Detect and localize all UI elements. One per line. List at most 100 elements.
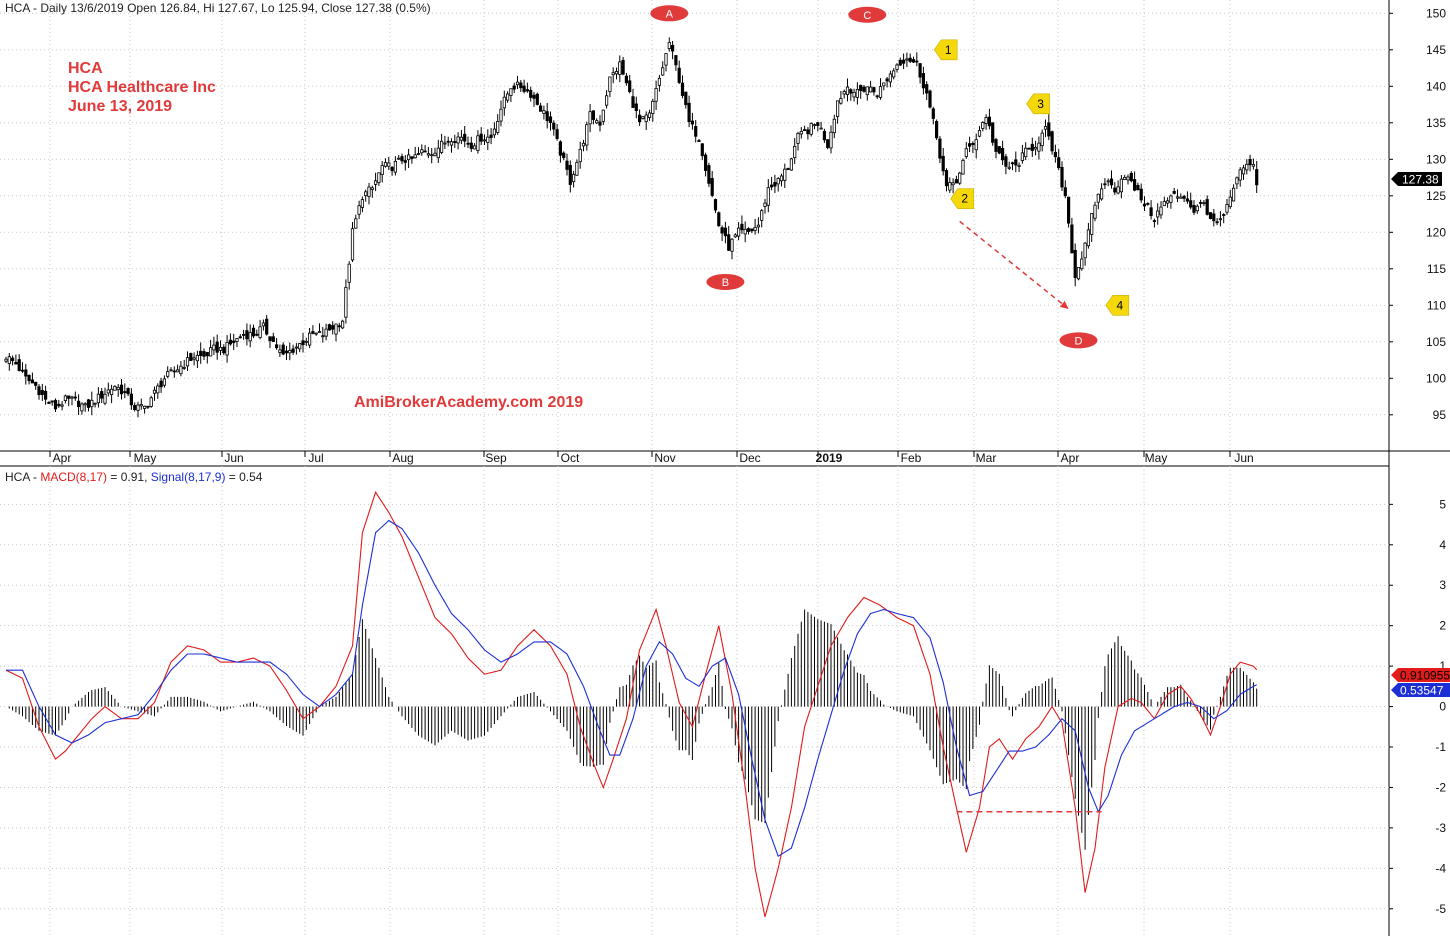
macd-axis-ticks: -5 -4 -3 -2 -1 0 1 2 3 4 5 <box>1389 497 1446 916</box>
macd-last-value: 0.910955 <box>1400 669 1450 683</box>
price-candle-body <box>621 59 625 75</box>
macd-tick-label: 0 <box>1439 700 1446 714</box>
month-tick-label: May <box>134 451 157 465</box>
price-candle-body <box>562 152 566 159</box>
price-candle-body <box>1129 172 1133 182</box>
month-tick-label: Feb <box>901 451 922 465</box>
price-candle-body <box>849 89 853 94</box>
price-candle-body <box>10 357 15 362</box>
price-candle-body <box>311 331 315 334</box>
price-candle-body <box>651 100 655 114</box>
price-candle-body <box>1106 180 1110 183</box>
price-candle-body <box>1034 146 1038 150</box>
price-candle-body <box>958 172 962 184</box>
price-candle-body <box>766 187 770 206</box>
price-candle-body <box>605 95 609 106</box>
price-candle-body <box>898 59 902 66</box>
signal-series-line <box>6 519 1257 858</box>
price-candle-body <box>1142 203 1147 207</box>
price-candle-body <box>63 395 67 401</box>
price-candle-body <box>73 396 77 399</box>
price-candle-body <box>232 340 236 344</box>
price-candle-body <box>826 139 830 148</box>
price-candle-body <box>103 393 107 404</box>
price-candle-body <box>628 80 632 93</box>
price-candle-body <box>572 173 576 183</box>
price-candle-body <box>839 98 843 104</box>
price-candle-body <box>301 340 305 346</box>
price-candle-body <box>453 141 457 143</box>
wave-count-label: 1 <box>945 43 952 57</box>
price-candle-body <box>482 139 487 142</box>
price-candle-body <box>954 179 959 184</box>
month-tick-label: Apr <box>53 451 72 465</box>
price-candle-body <box>888 73 893 83</box>
price-candle-body <box>822 131 827 141</box>
macd-value: = 0.91, <box>107 470 151 484</box>
price-candle-body <box>364 191 368 196</box>
price-candle-body <box>806 129 810 135</box>
price-candle-body <box>872 87 876 93</box>
price-candle-body <box>37 386 41 396</box>
price-candle-body <box>529 90 533 98</box>
price-candle-body <box>505 93 510 101</box>
price-candle-body <box>779 175 784 182</box>
price-candle-body <box>727 234 731 251</box>
price-candle-body <box>522 85 526 92</box>
price-candle-body <box>1119 178 1123 193</box>
price-candle-body <box>218 346 223 351</box>
price-candle-body <box>1004 156 1008 167</box>
price-candle-body <box>654 88 658 102</box>
price-candle-body <box>902 59 906 64</box>
price-candle-body <box>7 356 11 364</box>
price-candle-body <box>238 336 242 339</box>
price-candle-body <box>410 156 414 159</box>
price-tick-label: 150 <box>1426 6 1446 20</box>
price-candle-body <box>199 350 203 356</box>
price-candle-body <box>284 350 289 354</box>
price-candle-body <box>60 404 64 407</box>
price-candle-body <box>981 122 985 129</box>
price-candle-body <box>1202 202 1206 205</box>
price-candle-body <box>1093 204 1097 219</box>
price-candle-body <box>1090 213 1094 235</box>
price-candle-body <box>327 324 332 331</box>
month-tick-label: Jun <box>224 451 243 465</box>
price-candle-body <box>1100 188 1104 200</box>
price-candle-body <box>892 70 896 78</box>
date-axis-ticks: Apr May Jun Jul Aug Sep Oct Nov Dec 2019 Feb Mar Apr… <box>49 451 1254 465</box>
price-candle-body <box>57 403 61 407</box>
price-candle-body <box>921 73 926 89</box>
price-candle-body <box>496 121 500 133</box>
price-candle-body <box>941 155 945 172</box>
price-candle-body <box>331 325 335 330</box>
price-candle-body <box>1080 258 1084 270</box>
price-candle-body <box>756 224 761 228</box>
price-candle-body <box>1238 169 1242 181</box>
price-candle-body <box>205 351 209 357</box>
price-candle-body <box>1017 164 1021 167</box>
price-candle-body <box>558 141 563 156</box>
price-candle-body <box>1027 147 1031 150</box>
price-candle-body <box>852 91 856 98</box>
price-candle-body <box>14 361 18 365</box>
price-candle-body <box>812 124 817 127</box>
price-candle-body <box>416 153 421 155</box>
price-candle-body <box>324 328 328 337</box>
price-candle-body <box>1123 177 1127 180</box>
price-candle-body <box>644 114 648 122</box>
price-candle-body <box>136 404 140 411</box>
price-candle-body <box>935 121 939 139</box>
price-candle-body <box>948 182 952 191</box>
price-candle-body <box>836 100 840 117</box>
price-candle-body <box>446 140 450 143</box>
price-candle-body <box>426 153 431 156</box>
price-candle-body <box>786 168 790 170</box>
price-candle-body <box>750 228 754 232</box>
price-candle-body <box>53 399 58 410</box>
price-candle-body <box>156 385 160 394</box>
price-candle-body <box>882 82 886 87</box>
macd-tick-label: -3 <box>1435 821 1446 835</box>
price-candle-body <box>1218 218 1222 221</box>
price-candle-body <box>1060 166 1064 188</box>
